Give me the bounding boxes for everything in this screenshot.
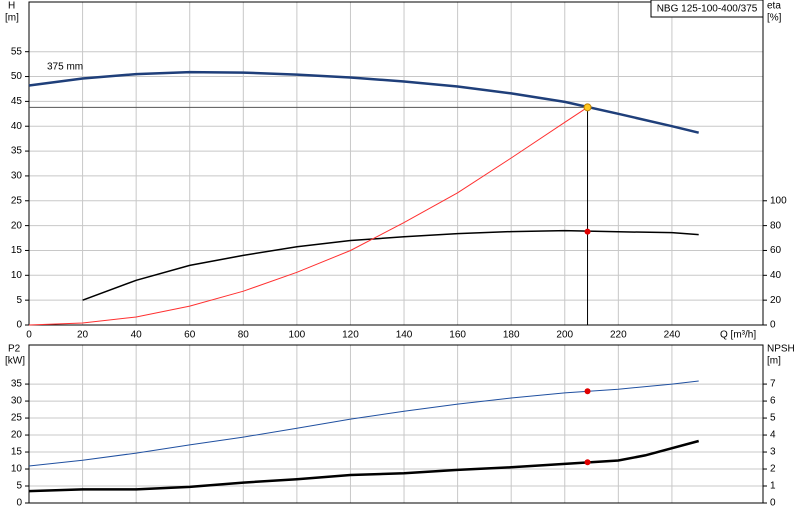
x-tick-label: 80 [238, 330, 250, 341]
x-tick-label: 0 [26, 330, 32, 341]
y2-tick-label: 20 [770, 295, 782, 306]
y-tick-label: 15 [11, 245, 23, 256]
y-tick-label: 35 [11, 379, 23, 390]
duty-point [584, 388, 591, 395]
y2-axis-unit: [m] [767, 356, 781, 367]
y-tick-label: 40 [11, 121, 23, 132]
y-tick-label: 35 [11, 146, 23, 157]
y2-tick-label: 6 [770, 396, 776, 407]
y-tick-label: 5 [16, 481, 22, 492]
y-tick-label: 25 [11, 413, 23, 424]
x-tick-label: 160 [449, 330, 466, 341]
y2-tick-label: 3 [770, 447, 776, 458]
y-tick-label: 10 [11, 464, 23, 475]
plot-frame [28, 344, 764, 504]
title-box [650, 0, 764, 18]
y2-tick-label: 0 [770, 498, 776, 509]
x-tick-label: 100 [289, 330, 306, 341]
y-tick-label: 10 [11, 270, 23, 281]
y2-axis-label: NPSH [767, 344, 795, 355]
y-tick-label: 15 [11, 447, 23, 458]
y2-tick-label: 1 [770, 481, 776, 492]
x-tick-label: 60 [184, 330, 196, 341]
y2-tick-label: 100 [770, 195, 787, 206]
x-tick-label: 220 [610, 330, 627, 341]
y-tick-label: 45 [11, 96, 23, 107]
y-tick-label: 55 [11, 46, 23, 57]
x-tick-label: 40 [131, 330, 143, 341]
y-tick-label: 20 [11, 220, 23, 231]
y-tick-label: 0 [16, 498, 22, 509]
y2-tick-label: 7 [770, 379, 776, 390]
chart-title: NBG 125-100-400/375 [657, 4, 758, 15]
y-axis-label: H [8, 1, 15, 12]
y2-tick-label: 5 [770, 413, 776, 424]
x-tick-label: 200 [556, 330, 573, 341]
y-axis-unit: [kW] [5, 356, 25, 367]
y-tick-label: 0 [16, 320, 22, 331]
x-tick-label: 180 [503, 330, 520, 341]
y2-tick-label: 2 [770, 464, 776, 475]
curve [28, 439, 700, 493]
y-tick-label: 25 [11, 195, 23, 206]
x-tick-label: 20 [77, 330, 89, 341]
y-axis-label: P2 [8, 344, 21, 355]
y2-tick-label: 0 [770, 320, 776, 331]
duty-point [583, 103, 592, 112]
y-tick-label: 50 [11, 71, 23, 82]
x-tick-label: 140 [396, 330, 413, 341]
curve [28, 70, 699, 134]
duty-point [584, 459, 591, 466]
y-axis-unit: [m] [5, 13, 19, 24]
y2-tick-label: 80 [770, 220, 782, 231]
y2-axis-label: eta [767, 1, 781, 12]
x-tick-label: 120 [342, 330, 359, 341]
y-tick-label: 20 [11, 430, 23, 441]
duty-point [584, 228, 591, 235]
curve [28, 106, 588, 326]
x-tick-label: 240 [664, 330, 681, 341]
y2-tick-label: 40 [770, 270, 782, 281]
y-tick-label: 30 [11, 396, 23, 407]
curve-annotation: 375 mm [47, 62, 83, 73]
plot-frame [28, 1, 764, 326]
y2-tick-label: 4 [770, 430, 776, 441]
y-tick-label: 5 [16, 295, 22, 306]
y-tick-label: 30 [11, 171, 23, 182]
y2-axis-unit: [%] [767, 13, 782, 24]
y2-tick-label: 60 [770, 245, 782, 256]
curve [28, 380, 699, 467]
curve [82, 229, 699, 301]
x-axis-label: Q [m³/h] [720, 330, 756, 341]
